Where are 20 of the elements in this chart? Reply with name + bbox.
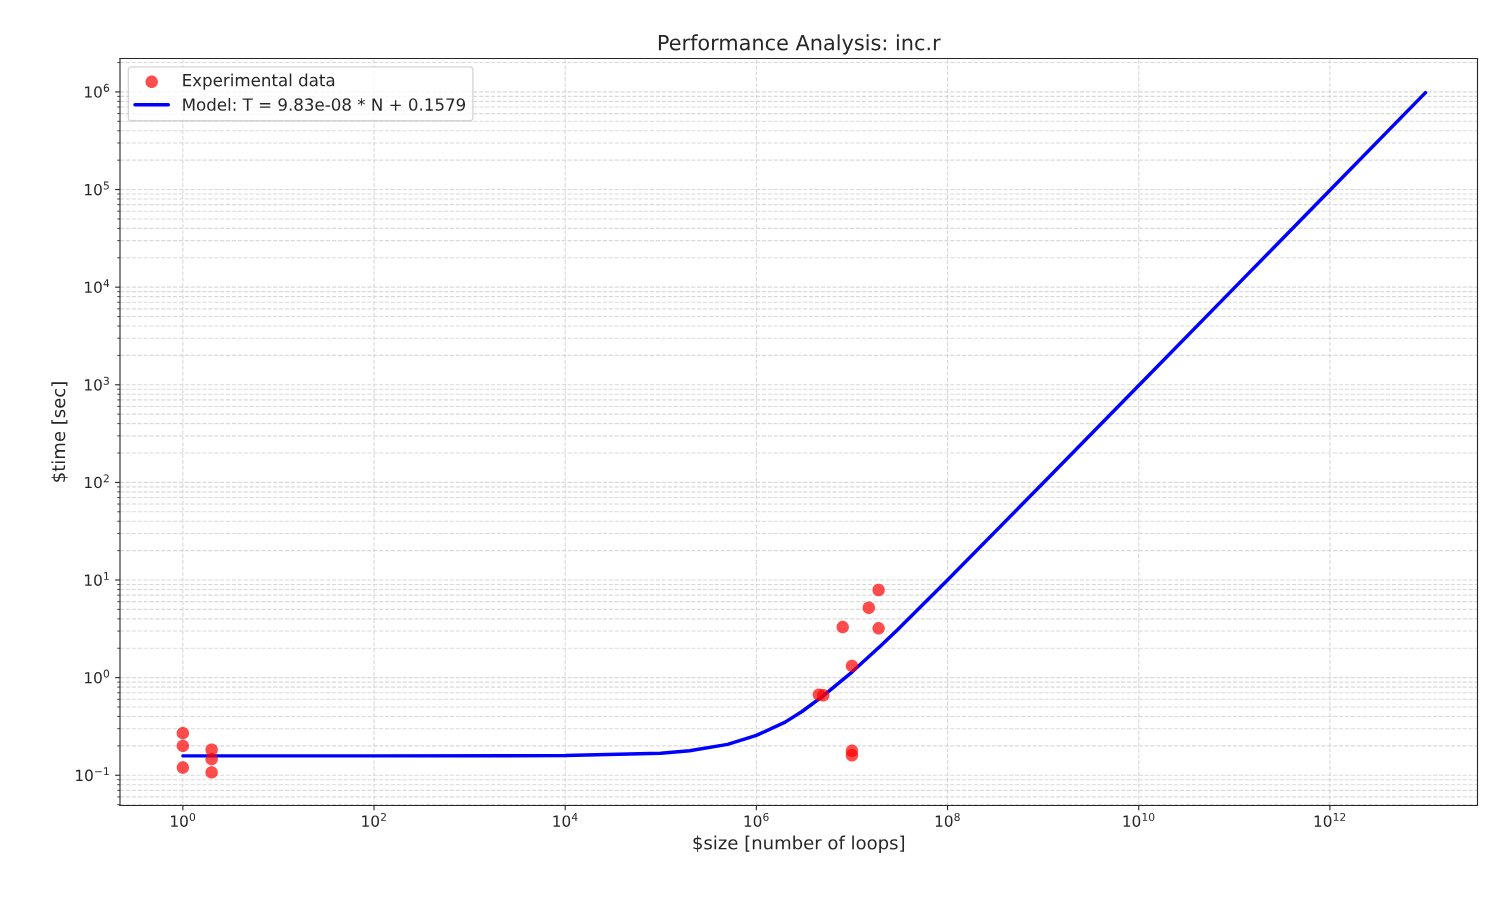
x-tick-label: 10$^{4}$: [553, 813, 578, 827]
legend-label: Model: T = 9.83e-08 * N + 0.1579: [183, 97, 466, 111]
x-axis-title: $size [number of loops]: [693, 835, 905, 854]
y-axis-title: $time [sec]: [51, 382, 68, 482]
y-tick-label: 10$^{2}$: [85, 474, 109, 489]
y-tick-label: 10$^{5}$: [85, 181, 109, 196]
x-tick-label: 10$^{8}$: [935, 812, 960, 827]
x-tick-label: 10$^{6}$: [744, 812, 769, 827]
y-tick-label: 10$^{0}$: [85, 669, 110, 684]
x-tick-label: 10$^{0}$: [171, 812, 196, 827]
x-tick-label: 10$^{12}$: [1314, 812, 1346, 827]
y-tick-label: 10$^{4}$: [85, 279, 110, 294]
y-tick-label: 10$^{3}$: [85, 376, 109, 391]
x-tick-label: 10$^{10}$: [1123, 812, 1155, 827]
x-tick-label: 10$^{2}$: [362, 812, 386, 827]
chart-title: Performance Analysis: inc.r: [658, 34, 941, 55]
y-tick-label: 10$^{6}$: [85, 83, 110, 98]
y-tick-label: 10$^{1}$: [85, 572, 109, 586]
legend-label: Experimental data: [183, 73, 335, 90]
y-tick-label: 10$^{−1}$: [76, 767, 109, 782]
